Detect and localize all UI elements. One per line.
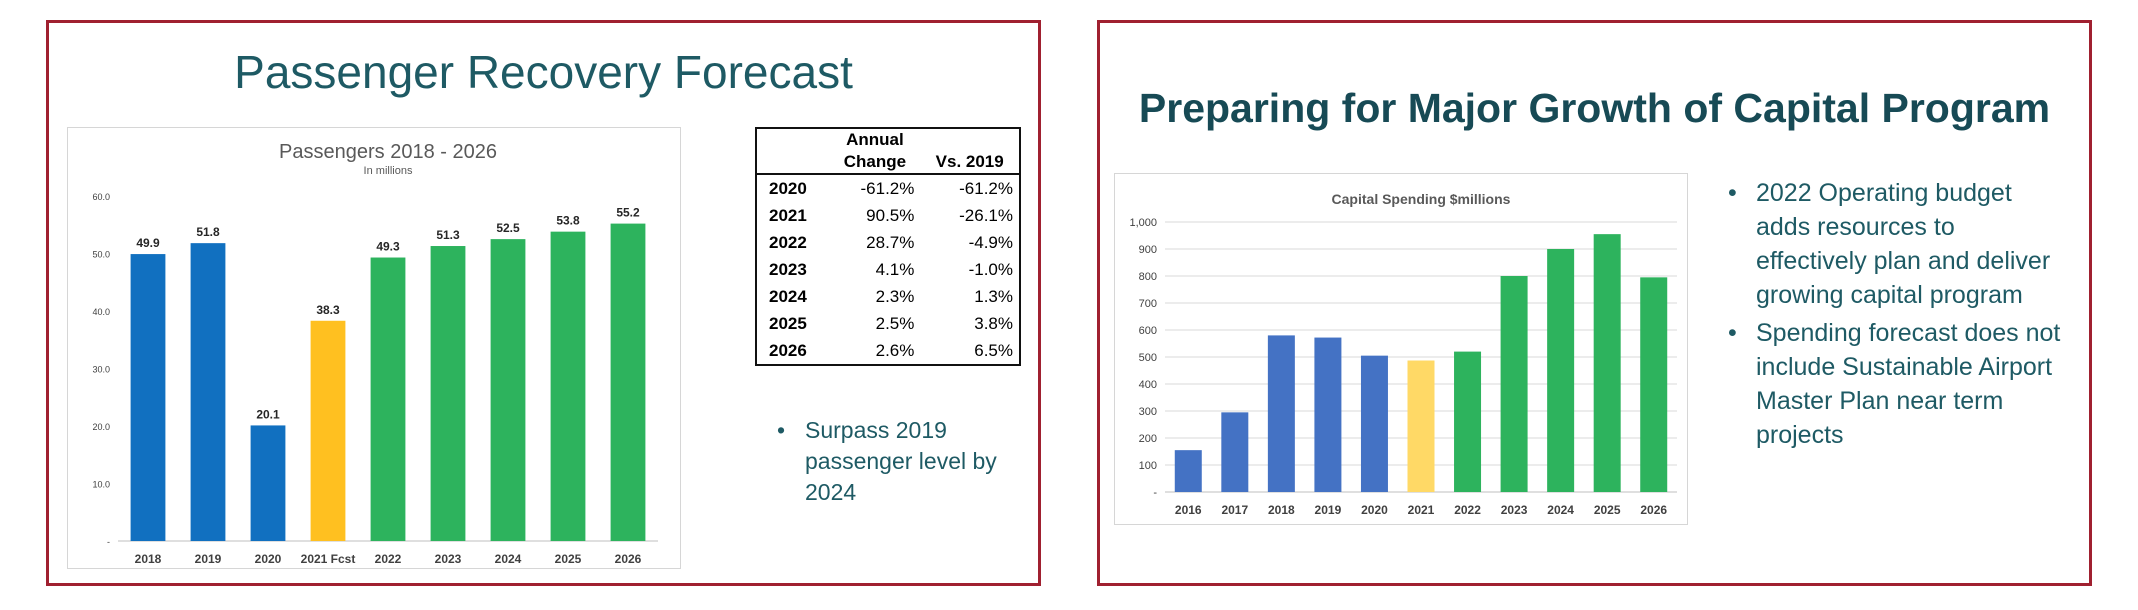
y-tick-label: 300 [1139,406,1157,418]
bar [130,254,166,541]
slide-title: Passenger Recovery Forecast [234,46,853,98]
header-change: Change [829,151,921,175]
x-tick-label: 2021 [1408,503,1435,517]
y-tick-label: 10.0 [92,480,110,490]
x-tick-label: 2024 [495,552,522,566]
capital-program-slide: Preparing for Major Growth of Capital Pr… [1097,20,2092,586]
bar [550,231,586,541]
x-tick-label: 2020 [255,552,282,566]
bar [190,243,226,541]
x-tick-label: 2025 [1594,503,1621,517]
slide-title: Preparing for Major Growth of Capital Pr… [1138,85,2051,131]
y-tick-label: 50.0 [92,250,110,260]
data-label: 51.3 [436,228,460,242]
capital-spending-chart: Capital Spending $millions - 100 200 300 400 5… [1114,173,1688,525]
bar [1593,234,1621,492]
table-row: 2022 28.7% -4.9% [769,232,1013,252]
bullet-item: Spending forecast does not include Susta… [1724,316,2064,452]
data-label: 55.2 [616,206,640,220]
bar [1174,450,1202,492]
bar [610,223,646,541]
y-tick-label: 500 [1139,352,1157,364]
x-tick-label: 2022 [375,552,402,566]
y-tick-label: 60.0 [92,192,110,202]
passenger-forecast-slide: Passenger Recovery Forecast Passengers 2… [46,20,1041,586]
header-vs-2019: Vs. 2019 [920,151,1020,175]
x-tick-label: 2020 [1361,503,1388,517]
data-label: 49.9 [136,236,160,250]
chart-title: Capital Spending $millions [1332,191,1511,207]
bar [1314,337,1342,492]
bullet-item: 2022 Operating budget adds resources to … [1724,176,2064,312]
chart-subtitle: In millions [364,165,413,177]
x-tick-label: 2017 [1221,503,1248,517]
y-tick-label: 100 [1139,460,1157,472]
bar [1640,277,1668,492]
y-tick-label: 800 [1139,271,1157,283]
data-label: 20.1 [256,407,280,421]
chart-title: Passengers 2018 - 2026 [279,141,497,163]
data-label: 52.5 [496,221,520,235]
x-tick-label: 2023 [435,552,462,566]
bar [1360,355,1388,492]
bar [1547,249,1575,492]
table-row: 2025 2.5% 3.8% [769,313,1013,333]
annual-change-table: Annual Change Vs. 2019 2020 -61.2% -61.2% … [755,127,1021,366]
data-label: 49.3 [376,240,400,254]
table-row: 2024 2.3% 1.3% [769,286,1013,306]
bar [370,257,406,541]
bar [1221,412,1249,492]
y-tick-label: 30.0 [92,365,110,375]
bullet-item: Surpass 2019 passenger level by 2024 [773,415,1033,508]
table-row: 2021 90.5% -26.1% [769,205,1013,225]
recovery-bullets: Surpass 2019 passenger level by 2024 [773,415,1033,508]
bar [430,246,466,541]
table-row: 2023 4.1% -1.0% [769,259,1013,279]
x-tick-label: 2023 [1501,503,1528,517]
x-tick-label: 2019 [1315,503,1342,517]
x-tick-label: 2022 [1454,503,1481,517]
y-tick-label: 900 [1139,244,1157,256]
header-annual: Annual [846,130,904,149]
bar [1407,360,1435,492]
y-tick-label: 200 [1139,433,1157,445]
bar [1500,276,1528,492]
y-tick-label: 20.0 [92,422,110,432]
y-tick-label: 600 [1139,325,1157,337]
capital-bullets: 2022 Operating budget adds resources to … [1724,176,2064,456]
data-label: 51.8 [196,225,220,239]
x-tick-label: 2016 [1175,503,1202,517]
x-tick-label: 2025 [555,552,582,566]
x-tick-label: 2018 [1268,503,1295,517]
passengers-chart: Passengers 2018 - 2026 In millions - 10.0 20… [67,127,681,569]
y-tick-label: 700 [1139,298,1157,310]
bar [310,320,346,541]
x-tick-label: 2021 Fcst [301,552,356,566]
x-tick-label: 2019 [195,552,222,566]
bar [250,425,286,541]
x-tick-label: 2026 [615,552,642,566]
x-tick-label: 2018 [135,552,162,566]
data-label: 53.8 [556,214,580,228]
y-tick-label: 40.0 [92,307,110,317]
y-tick-label: - [1153,487,1157,499]
bar [1454,351,1482,492]
bar [1267,335,1295,492]
table-row: 2020 -61.2% -61.2% [769,178,1013,198]
y-tick-label: 1,000 [1129,217,1157,229]
y-tick-label: - [107,537,110,547]
data-label: 38.3 [316,303,340,317]
bar [490,239,526,541]
table-row: 2026 2.6% 6.5% [769,340,1013,360]
x-tick-label: 2024 [1547,503,1574,517]
x-tick-label: 2026 [1640,503,1667,517]
y-tick-label: 400 [1139,379,1157,391]
